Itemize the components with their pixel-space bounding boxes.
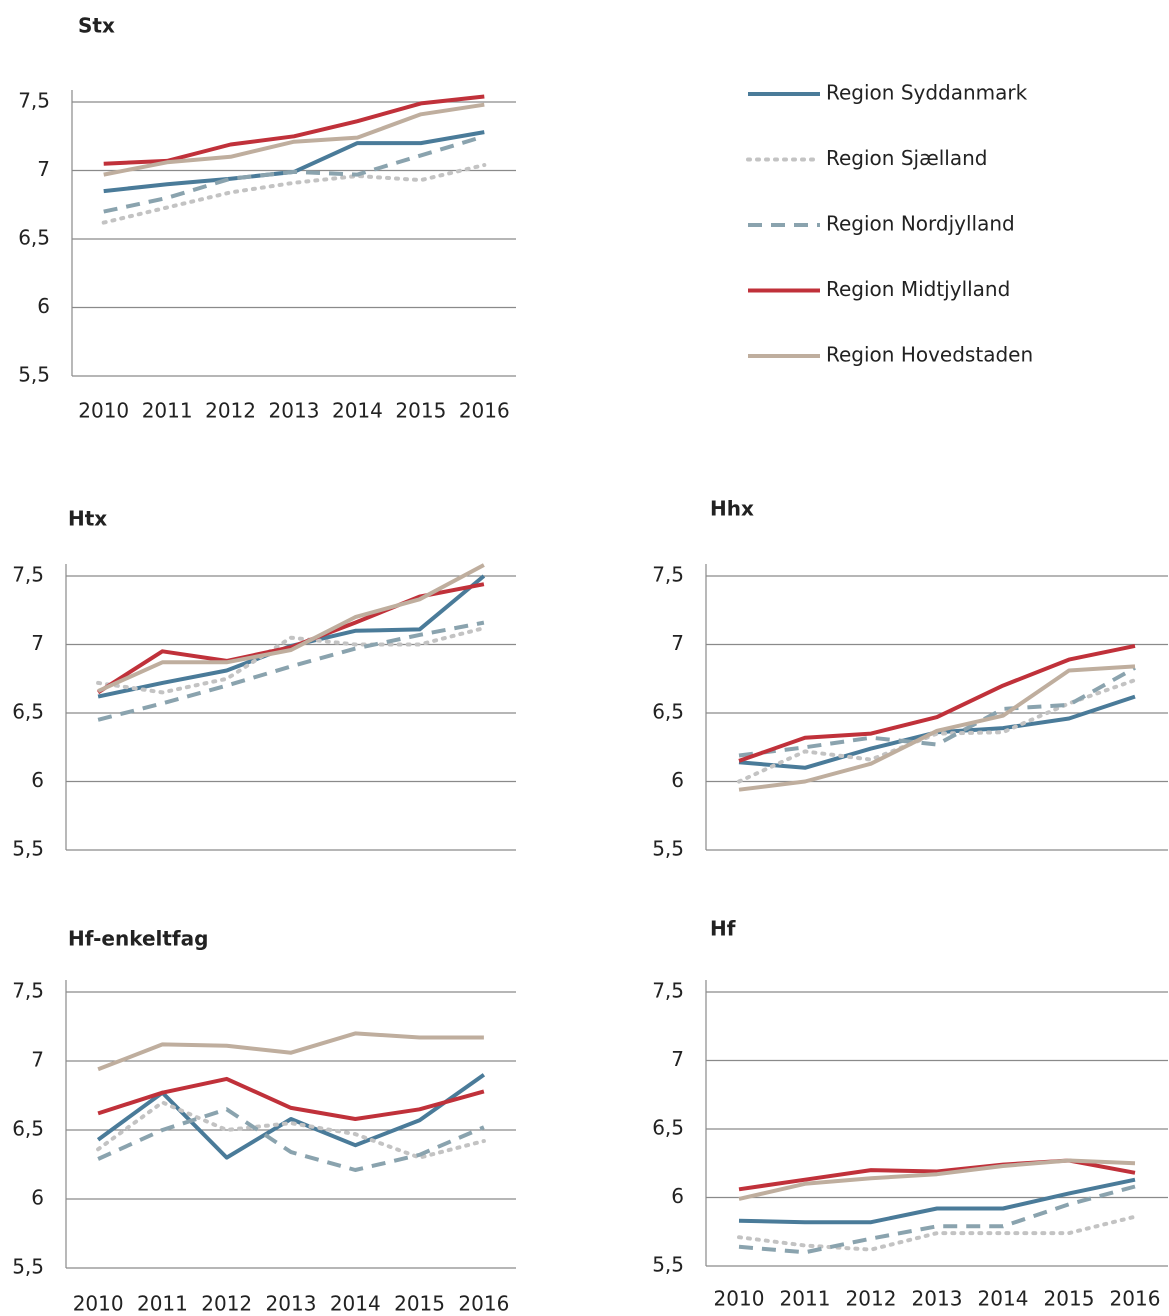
y-tick-label: 7	[671, 631, 684, 655]
x-tick-label: 2013	[266, 1292, 317, 1316]
series-line	[97, 1107, 485, 1172]
series-line	[737, 1214, 1137, 1252]
chart: Hf 5,5 6 6,5 7 7,5 2010 2011 2012 2013 2014 2015 201…	[652, 917, 1168, 1311]
y-tick-label: 6,5	[12, 1117, 44, 1141]
series-line	[96, 1073, 486, 1160]
chart-title: Hf-enkeltfag	[68, 927, 208, 951]
series-line	[97, 563, 485, 693]
x-tick-label: 2013	[269, 399, 320, 423]
y-tick-label: 6,5	[12, 700, 44, 724]
y-tick-label: 5,5	[652, 1253, 684, 1277]
series-line	[738, 666, 1136, 758]
legend-label: Region Sjælland	[826, 146, 987, 170]
chart: Htx 5,5 6 6,5 7 7,5	[12, 507, 516, 861]
series-line	[103, 102, 485, 177]
y-tick-label: 7,5	[18, 89, 50, 113]
y-tick-label: 7,5	[12, 563, 44, 587]
chart-title: Stx	[78, 14, 115, 38]
x-tick-label: 2016	[1110, 1287, 1161, 1311]
x-tick-label: 2014	[978, 1287, 1029, 1311]
series-line	[738, 1158, 1136, 1201]
legend-label: Region Hovedstaden	[826, 343, 1033, 367]
legend: Region Syddanmark Region Sjælland Region N…	[746, 81, 1033, 367]
legend-label: Region Midtjylland	[826, 277, 1010, 301]
x-tick-label: 2011	[142, 399, 193, 423]
y-tick-label: 6	[671, 1184, 684, 1208]
x-tick-label: 2014	[330, 1292, 381, 1316]
x-tick-label: 2014	[332, 399, 383, 423]
chart: Hf-enkeltfag 5,5 6 6,5 7 7,5 2010 2011 2012 2013 2…	[12, 927, 516, 1316]
y-tick-label: 6	[31, 768, 44, 792]
x-tick-label: 2015	[1044, 1287, 1095, 1311]
x-tick-label: 2010	[714, 1287, 765, 1311]
chart: Stx 5,5 6 6,5 7 7,5 2010 2011 2012 2013 2014 2015 20…	[18, 14, 516, 423]
x-tick-label: 2010	[73, 1292, 124, 1316]
chart: Hhx 5,5 6 6,5 7 7,5	[652, 497, 1168, 861]
y-tick-label: 6	[37, 294, 50, 318]
series-line	[103, 134, 485, 214]
y-tick-label: 6,5	[18, 226, 50, 250]
x-tick-label: 2013	[912, 1287, 963, 1311]
series-line	[97, 620, 485, 722]
x-tick-label: 2011	[137, 1292, 188, 1316]
series-line	[738, 664, 1136, 792]
series-line	[738, 1177, 1136, 1225]
x-tick-label: 2012	[846, 1287, 897, 1311]
x-tick-label: 2012	[205, 399, 256, 423]
series-line	[97, 1076, 485, 1121]
y-tick-label: 5,5	[652, 837, 684, 861]
y-tick-label: 5,5	[12, 1255, 44, 1279]
y-tick-label: 6	[671, 768, 684, 792]
x-tick-label: 2016	[458, 1292, 509, 1316]
x-tick-label: 2011	[780, 1287, 831, 1311]
legend-label: Region Nordjylland	[826, 212, 1015, 236]
x-tick-label: 2012	[201, 1292, 252, 1316]
y-tick-label: 7	[31, 1048, 44, 1072]
y-tick-label: 5,5	[18, 363, 50, 387]
series-line	[97, 582, 485, 695]
y-tick-label: 7,5	[652, 563, 684, 587]
legend-label: Region Syddanmark	[826, 81, 1028, 105]
y-tick-label: 6,5	[652, 1116, 684, 1140]
y-tick-label: 5,5	[12, 837, 44, 861]
y-tick-label: 7,5	[12, 979, 44, 1003]
x-tick-label: 2010	[78, 399, 129, 423]
y-tick-label: 6	[31, 1186, 44, 1210]
chart-title: Hhx	[710, 497, 754, 521]
y-tick-label: 7	[671, 1047, 684, 1071]
series-line	[97, 1031, 484, 1072]
x-tick-label: 2015	[395, 399, 446, 423]
chart-title: Htx	[68, 507, 107, 531]
x-tick-label: 2015	[394, 1292, 445, 1316]
chart-title: Hf	[710, 917, 736, 941]
y-tick-label: 7	[37, 157, 50, 181]
y-tick-label: 7	[31, 631, 44, 655]
series-line	[101, 163, 487, 225]
series-line	[96, 626, 486, 695]
series-line	[96, 1100, 486, 1160]
x-tick-label: 2016	[459, 399, 510, 423]
series-line	[738, 643, 1136, 763]
series-line	[737, 678, 1137, 784]
y-tick-label: 6,5	[652, 700, 684, 724]
series-line	[738, 1184, 1136, 1255]
y-tick-label: 7,5	[652, 979, 684, 1003]
